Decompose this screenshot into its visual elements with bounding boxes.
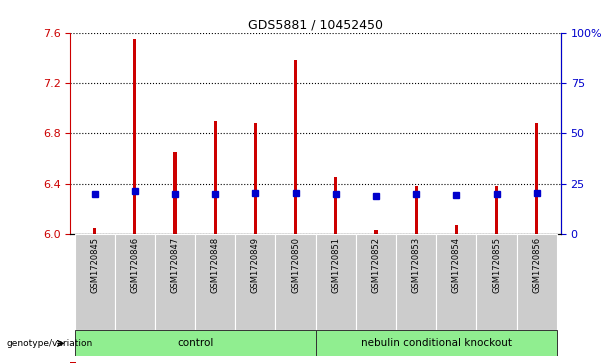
Bar bbox=[396, 234, 436, 330]
Bar bbox=[517, 234, 557, 330]
Bar bbox=[195, 234, 235, 330]
Bar bbox=[316, 330, 557, 356]
Text: GSM1720854: GSM1720854 bbox=[452, 237, 461, 293]
Title: GDS5881 / 10452450: GDS5881 / 10452450 bbox=[248, 19, 383, 32]
Bar bbox=[275, 234, 316, 330]
Bar bbox=[535, 123, 538, 234]
Bar bbox=[155, 234, 195, 330]
Bar bbox=[375, 231, 378, 234]
Bar bbox=[254, 123, 257, 234]
Bar bbox=[75, 330, 316, 356]
Text: GSM1720856: GSM1720856 bbox=[532, 237, 541, 293]
Text: GSM1720851: GSM1720851 bbox=[331, 237, 340, 293]
Bar bbox=[455, 225, 458, 234]
Bar bbox=[75, 234, 115, 330]
Bar bbox=[213, 121, 217, 234]
Bar bbox=[436, 234, 476, 330]
Bar bbox=[316, 234, 356, 330]
Bar bbox=[133, 39, 137, 234]
Text: GSM1720855: GSM1720855 bbox=[492, 237, 501, 293]
Bar bbox=[115, 234, 155, 330]
Bar bbox=[495, 186, 498, 234]
Text: control: control bbox=[177, 338, 213, 348]
Text: GSM1720848: GSM1720848 bbox=[211, 237, 219, 293]
Text: genotype/variation: genotype/variation bbox=[6, 339, 93, 348]
Bar bbox=[476, 234, 517, 330]
Bar bbox=[334, 178, 337, 234]
Bar bbox=[294, 60, 297, 234]
Text: GSM1720853: GSM1720853 bbox=[412, 237, 421, 293]
Bar bbox=[70, 362, 76, 363]
Text: nebulin conditional knockout: nebulin conditional knockout bbox=[361, 338, 512, 348]
Text: GSM1720845: GSM1720845 bbox=[90, 237, 99, 293]
Bar bbox=[356, 234, 396, 330]
Text: GSM1720850: GSM1720850 bbox=[291, 237, 300, 293]
Text: GSM1720846: GSM1720846 bbox=[131, 237, 139, 293]
Text: GSM1720849: GSM1720849 bbox=[251, 237, 260, 293]
Text: GSM1720852: GSM1720852 bbox=[371, 237, 381, 293]
Bar bbox=[93, 228, 96, 234]
Text: GSM1720847: GSM1720847 bbox=[170, 237, 180, 293]
Bar bbox=[173, 152, 177, 234]
Bar bbox=[414, 186, 418, 234]
Bar bbox=[235, 234, 275, 330]
